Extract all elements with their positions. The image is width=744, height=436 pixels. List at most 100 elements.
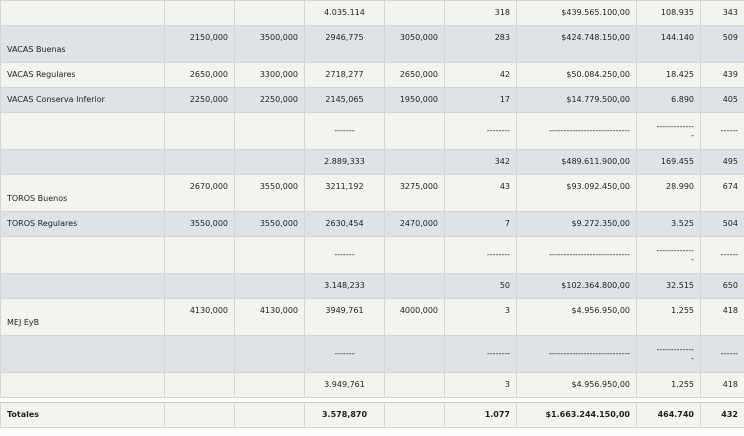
cell-max: 3550,000: [234, 211, 305, 237]
table-row: TOROS Buenos 2670,000 3550,000 3211,192 3275…: [0, 174, 744, 212]
cell-kg-avg: 650: [700, 273, 744, 299]
cell-max: 4130,000: [234, 298, 305, 336]
cell-kg: 144.140: [636, 25, 701, 63]
cell-avg: 3949,761: [304, 298, 385, 336]
cell-kg: 18.425: [636, 62, 701, 88]
cell-max: [234, 372, 305, 398]
spacer-cell: [0, 397, 744, 403]
cell-dash: ------: [700, 335, 744, 373]
cell-avg: 3.148,233: [304, 273, 385, 299]
cell-min: 2250,000: [164, 87, 235, 113]
cell-heads: 318: [444, 0, 517, 26]
cell-amount: $424.748.150,00: [516, 25, 637, 63]
cell-heads: 50: [444, 273, 517, 299]
table-row: ------- -------- -------------------------…: [0, 236, 744, 274]
row-label: [0, 335, 165, 373]
cell-dash: ------------- -: [636, 236, 701, 274]
table-row: VACAS Buenas 2150,000 3500,000 2946,775 3050…: [0, 25, 744, 63]
cell-max: 3550,000: [234, 174, 305, 212]
cell-dash: ------: [700, 112, 744, 150]
cell-max: [234, 335, 305, 373]
table-row: VACAS Regulares 2650,000 3300,000 2718,277 2…: [0, 62, 744, 88]
table-row: VACAS Conserva Inferior 2250,000 2250,000 2…: [0, 87, 744, 113]
cell-min: 2650,000: [164, 62, 235, 88]
cell-amount: $489.611.900,00: [516, 149, 637, 175]
cell-avg: 2630,454: [304, 211, 385, 237]
cell-min: [164, 335, 235, 373]
row-label: VACAS Buenas: [0, 25, 165, 63]
cell-dash: -------: [304, 112, 385, 150]
cell-min: 4130,000: [164, 298, 235, 336]
table-row: 4.035.114 318 $439.565.100,00 108.935 343: [0, 0, 744, 26]
cell-amount: $93.092.450,00: [516, 174, 637, 212]
cell-price: 2650,000: [384, 62, 445, 88]
totals-avg: 3.578,870: [304, 402, 385, 428]
dash-tail: -: [691, 255, 694, 264]
cell-kg: 6.890: [636, 87, 701, 113]
cell-min: [164, 236, 235, 274]
cell-max: [234, 0, 305, 26]
cell-avg: 4.035.114: [304, 0, 385, 26]
cell-amount: $102.364.800,00: [516, 273, 637, 299]
cell-dash: ------------- -: [636, 335, 701, 373]
cell-heads: 3: [444, 372, 517, 398]
totals-empty: [164, 402, 235, 428]
cell-amount: $14.779.500,00: [516, 87, 637, 113]
cell-price: [384, 112, 445, 150]
cell-avg: 3211,192: [304, 174, 385, 212]
totals-label: Totales: [0, 402, 165, 428]
totals-kg: 464.740: [636, 402, 701, 428]
row-label: TOROS Regulares: [0, 211, 165, 237]
cell-amount: $50.084.250,00: [516, 62, 637, 88]
cell-heads: 342: [444, 149, 517, 175]
cell-max: [234, 273, 305, 299]
cell-dash: ----------------------------: [516, 335, 637, 373]
totals-empty: [384, 402, 445, 428]
cell-kg: 169.455: [636, 149, 701, 175]
cell-heads: 3: [444, 298, 517, 336]
dash-tail: -: [691, 131, 694, 140]
row-label: MEJ EyB: [0, 298, 165, 336]
cell-dash: -------: [304, 236, 385, 274]
cell-dash: --------: [444, 112, 517, 150]
cell-price: 3275,000: [384, 174, 445, 212]
cell-kg-avg: 495: [700, 149, 744, 175]
cell-dash: ----------------------------: [516, 112, 637, 150]
cell-price: [384, 149, 445, 175]
totals-kg-avg: 432: [700, 402, 744, 428]
cell-kg-avg: 674: [700, 174, 744, 212]
cell-price: 3050,000: [384, 25, 445, 63]
cell-price: [384, 273, 445, 299]
cell-min: [164, 0, 235, 26]
cell-min: 2670,000: [164, 174, 235, 212]
cell-amount: $4.956.950,00: [516, 372, 637, 398]
cell-amount: $439.565.100,00: [516, 0, 637, 26]
totals-empty: [234, 402, 305, 428]
dash-line: -------------: [656, 345, 694, 354]
cell-kg-avg: 343: [700, 0, 744, 26]
cell-kg: 28.990: [636, 174, 701, 212]
dash-tail: -: [691, 354, 694, 363]
cell-max: [234, 112, 305, 150]
cell-max: [234, 149, 305, 175]
dash-line: -------------: [656, 122, 694, 131]
spacer-row: [0, 397, 744, 403]
totals-row: Totales 3.578,870 1.077 $1.663.244.150,00 46…: [0, 402, 744, 428]
cell-kg-avg: 504: [700, 211, 744, 237]
table-row: ------- -------- -------------------------…: [0, 112, 744, 150]
totals-heads: 1.077: [444, 402, 517, 428]
cell-dash: ------------- -: [636, 112, 701, 150]
cell-amount: $9.272.350,00: [516, 211, 637, 237]
cell-min: 3550,000: [164, 211, 235, 237]
cell-kg: 1.255: [636, 372, 701, 398]
cell-max: 3500,000: [234, 25, 305, 63]
cell-price: [384, 0, 445, 26]
cell-kg-avg: 509: [700, 25, 744, 63]
cell-price: 1950,000: [384, 87, 445, 113]
row-label: [0, 372, 165, 398]
cell-kg: 108.935: [636, 0, 701, 26]
cell-avg: 2.889,333: [304, 149, 385, 175]
cell-heads: 42: [444, 62, 517, 88]
cell-min: [164, 112, 235, 150]
